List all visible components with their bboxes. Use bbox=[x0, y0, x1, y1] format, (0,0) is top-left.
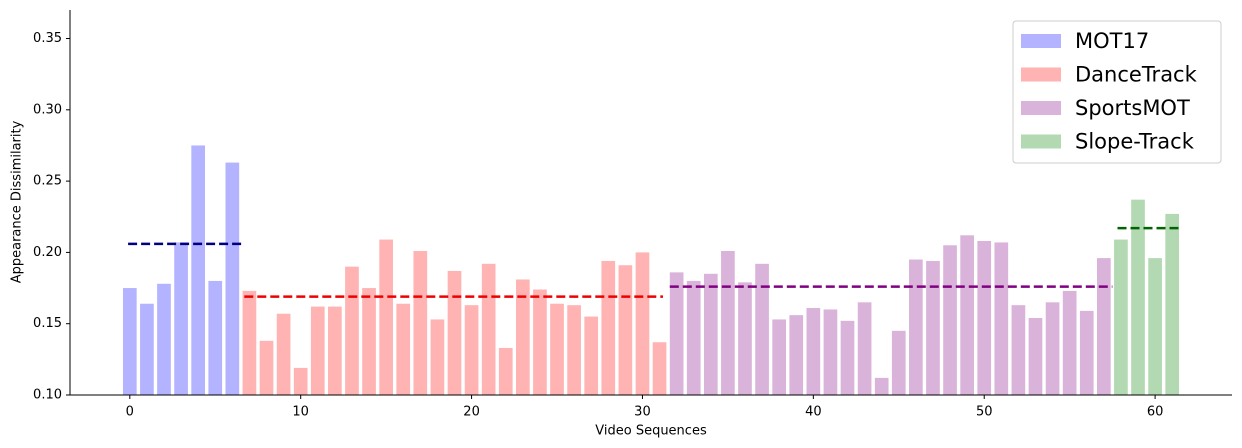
bar bbox=[550, 303, 564, 395]
legend-box bbox=[1012, 20, 1222, 164]
x-tick-label: 30 bbox=[634, 405, 651, 420]
legend-label: SportsMOT bbox=[1075, 96, 1190, 120]
legend-swatch bbox=[1021, 101, 1061, 115]
bar bbox=[242, 290, 257, 395]
bar bbox=[225, 162, 240, 395]
bar bbox=[1165, 213, 1180, 395]
bar bbox=[464, 305, 479, 395]
bar bbox=[806, 308, 821, 395]
y-tick-label: 0.15 bbox=[33, 316, 62, 331]
bar bbox=[379, 239, 393, 395]
x-tick-label: 50 bbox=[976, 405, 993, 420]
bar bbox=[840, 320, 855, 395]
x-tick-label: 60 bbox=[1147, 405, 1164, 420]
y-tick-label: 0.20 bbox=[33, 245, 62, 260]
bar bbox=[345, 266, 359, 395]
bar bbox=[1079, 310, 1094, 395]
y-tick-label: 0.35 bbox=[33, 31, 62, 46]
y-axis-label: Appearance Dissimilarity bbox=[10, 120, 25, 283]
bar bbox=[567, 305, 581, 395]
legend-swatch bbox=[1021, 34, 1061, 48]
bar bbox=[293, 367, 308, 395]
bar bbox=[738, 282, 752, 395]
bar bbox=[669, 272, 684, 395]
y-tick-label: 0.30 bbox=[33, 102, 62, 117]
bar bbox=[823, 309, 838, 395]
bar bbox=[891, 330, 906, 395]
bar bbox=[259, 340, 274, 395]
x-axis-label: Video Sequences bbox=[595, 424, 707, 439]
x-tick-label: 20 bbox=[463, 405, 480, 420]
bar bbox=[977, 241, 992, 395]
legend-swatch bbox=[1021, 134, 1061, 149]
bar bbox=[789, 315, 804, 395]
bar bbox=[857, 302, 872, 395]
bar bbox=[652, 342, 667, 395]
bar bbox=[208, 280, 223, 395]
bar bbox=[1045, 302, 1060, 395]
y-tick-label: 0.10 bbox=[33, 388, 62, 403]
bar bbox=[994, 242, 1009, 395]
bar bbox=[1097, 258, 1111, 395]
bar bbox=[122, 288, 137, 395]
bar bbox=[413, 250, 428, 395]
bar bbox=[703, 273, 718, 395]
bar bbox=[960, 235, 974, 395]
bar bbox=[635, 252, 650, 395]
bar bbox=[1114, 239, 1128, 395]
bar bbox=[1131, 199, 1145, 395]
x-tick-label: 10 bbox=[292, 405, 309, 420]
bar bbox=[755, 263, 769, 395]
bar bbox=[533, 289, 547, 395]
bar bbox=[191, 145, 205, 395]
legend-swatch bbox=[1021, 67, 1061, 82]
bar bbox=[874, 377, 889, 395]
bar bbox=[721, 250, 735, 395]
bar bbox=[140, 303, 154, 395]
bar bbox=[430, 319, 445, 395]
legend-label: Slope-Track bbox=[1075, 130, 1195, 154]
bar bbox=[310, 306, 325, 395]
legend-label: DanceTrack bbox=[1075, 63, 1198, 87]
bar bbox=[1148, 258, 1162, 395]
bar bbox=[584, 316, 599, 395]
bar bbox=[943, 245, 957, 395]
bar bbox=[909, 259, 923, 395]
bar bbox=[157, 283, 171, 395]
bar bbox=[276, 313, 291, 395]
y-tick-label: 0.25 bbox=[33, 174, 62, 189]
bar bbox=[618, 265, 633, 395]
bar bbox=[772, 319, 786, 395]
bar bbox=[1011, 305, 1026, 395]
bar bbox=[174, 242, 188, 395]
bar bbox=[362, 288, 376, 395]
bar bbox=[686, 280, 701, 395]
x-tick-label: 0 bbox=[126, 405, 134, 420]
bar bbox=[396, 303, 411, 395]
bar bbox=[1062, 290, 1077, 395]
bar bbox=[447, 270, 462, 395]
x-tick-label: 40 bbox=[805, 405, 822, 420]
bar bbox=[498, 347, 513, 395]
bar bbox=[516, 279, 530, 395]
bar bbox=[926, 260, 940, 395]
bar bbox=[1028, 318, 1043, 395]
legend-label: MOT17 bbox=[1075, 29, 1149, 53]
bar bbox=[328, 306, 342, 395]
bar bbox=[601, 260, 616, 395]
bar bbox=[481, 263, 496, 395]
